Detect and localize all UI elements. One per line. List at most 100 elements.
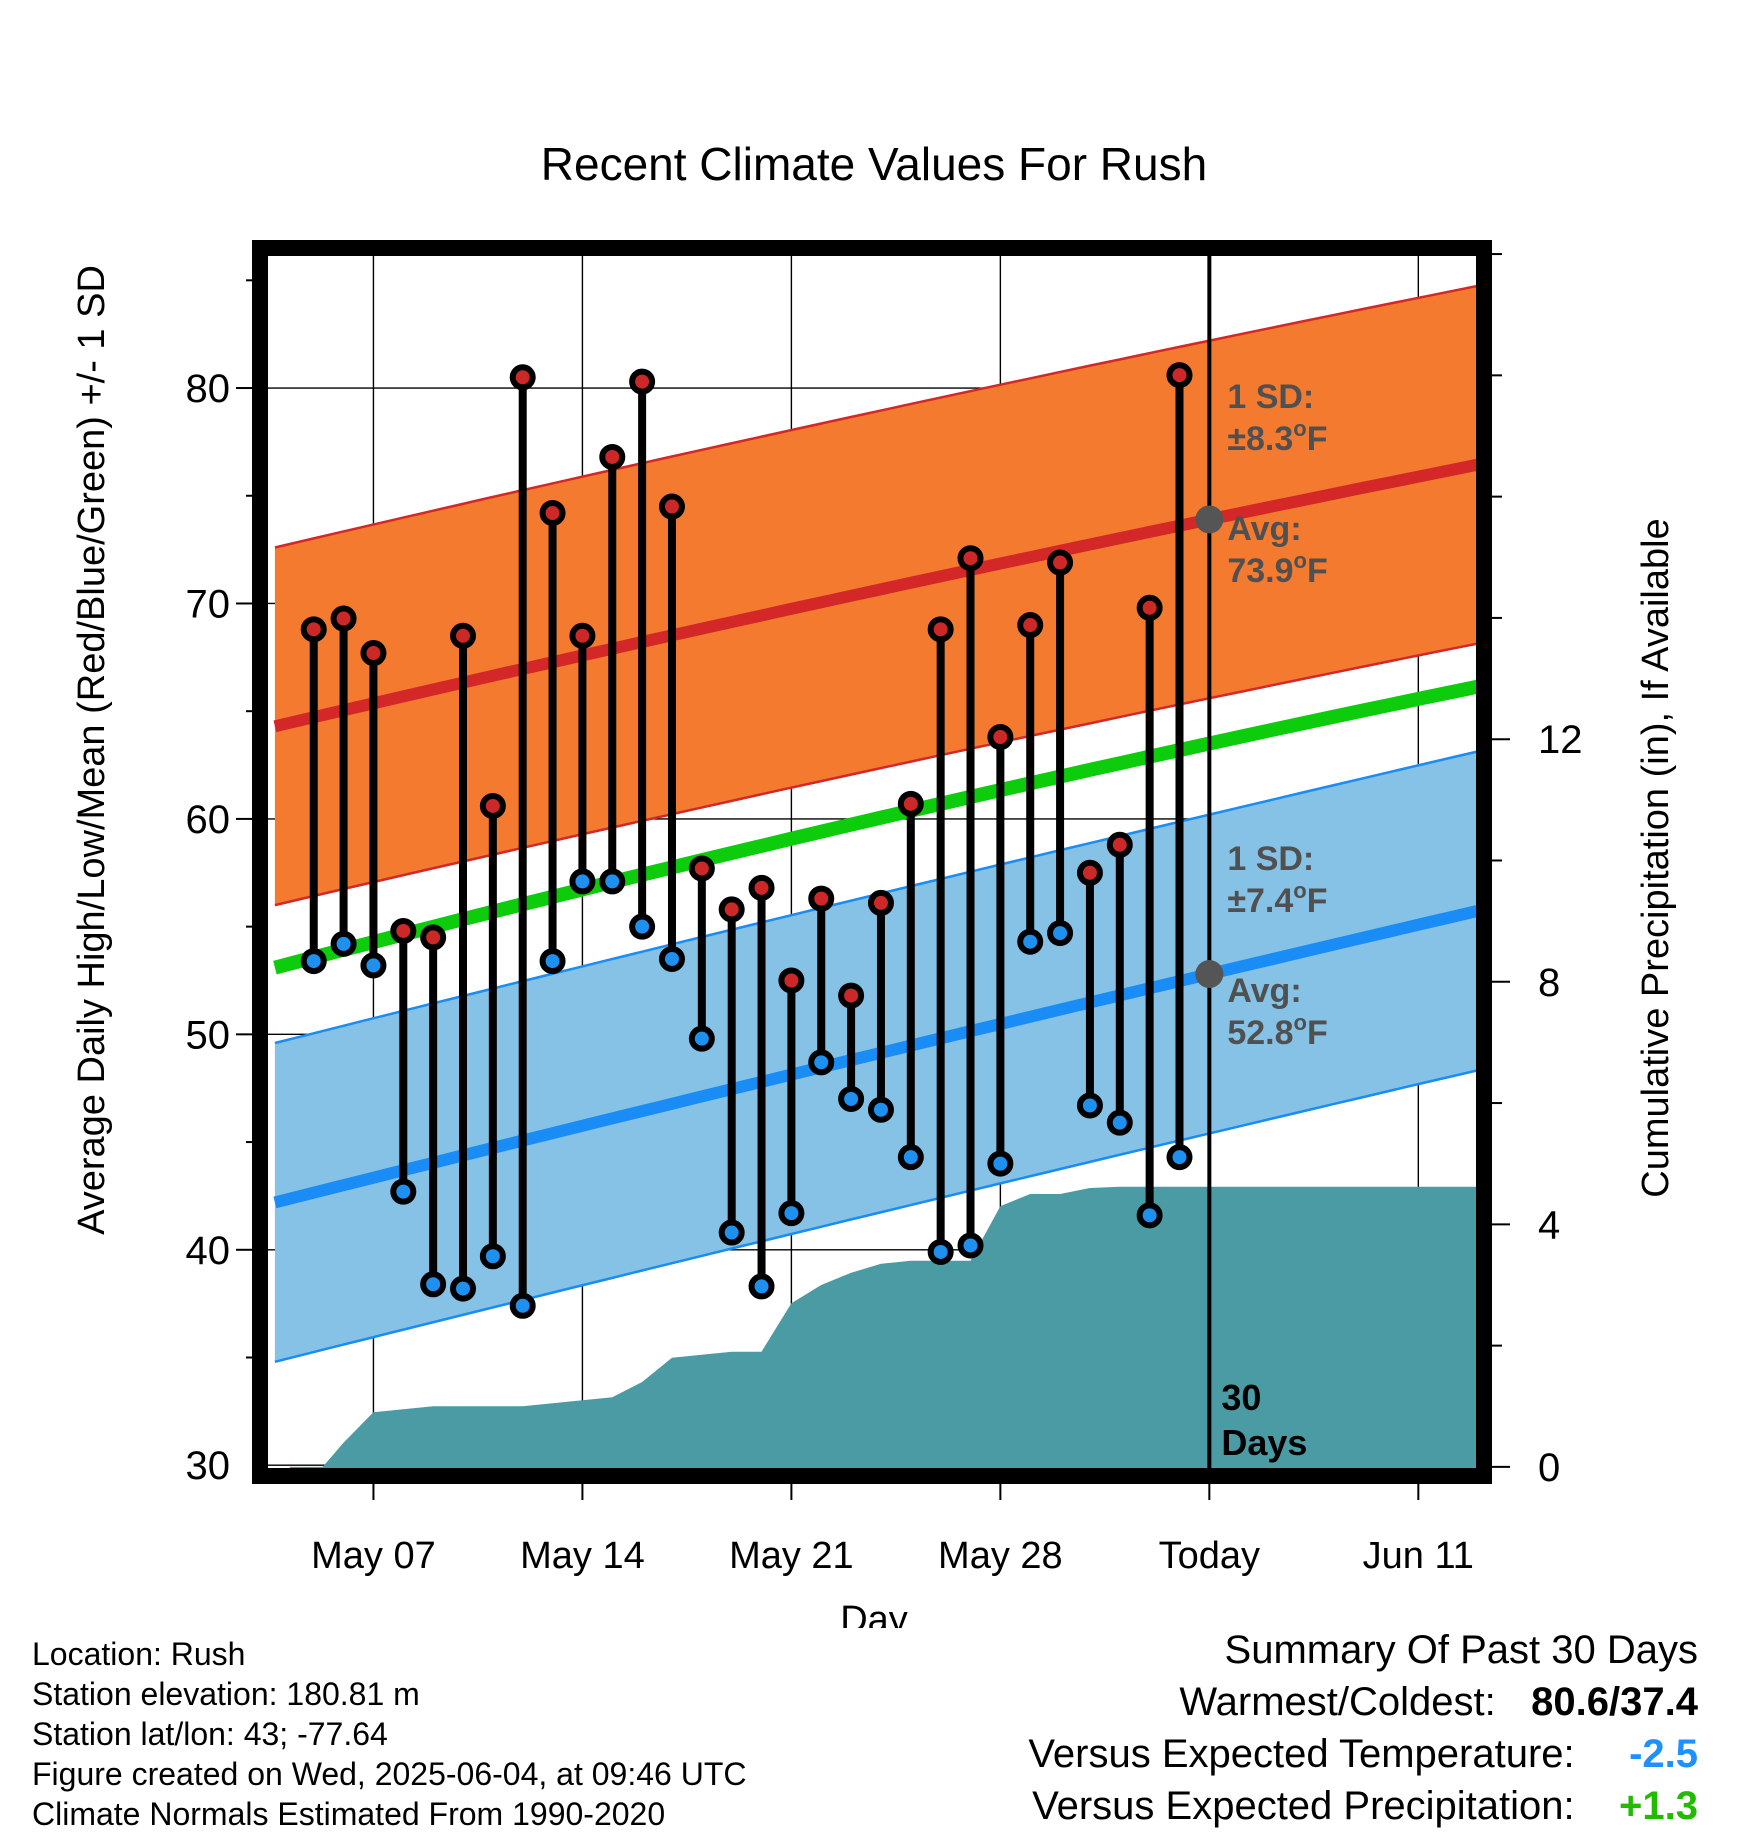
y-tick-label: 40 [186, 1229, 231, 1273]
x-tick-label: Jun 11 [1363, 1535, 1474, 1577]
summary-title: Summary Of Past 30 Days [1224, 1628, 1698, 1672]
daily-high-marker [957, 545, 984, 572]
daily-low-marker [718, 1219, 745, 1246]
daily-high-marker [1136, 594, 1163, 621]
precip-area [289, 1186, 1484, 1476]
daily-low-marker [658, 945, 685, 972]
low-avg-label: Avg: [1227, 972, 1301, 1010]
daily-high-marker [778, 967, 805, 994]
warm-cold-label: Warmest/Coldest: [1179, 1680, 1496, 1724]
daily-low-marker [987, 1150, 1014, 1177]
summary-panel: Summary Of Past 30 Days Warmest/Coldest:… [1028, 1624, 1698, 1832]
daily-low-marker [1166, 1144, 1193, 1171]
daily-high-marker [1076, 859, 1103, 886]
daily-high-marker [300, 616, 327, 643]
low-avg-value: 52.8oF [1227, 1010, 1327, 1052]
y2-tick-label: 12 [1538, 718, 1583, 762]
daily-high-marker [718, 896, 745, 923]
today-low-avg-dot [1195, 960, 1224, 989]
daily-high-marker [599, 443, 626, 470]
high-sd-band-upper-edge [274, 283, 1484, 549]
daily-high-marker [658, 493, 685, 520]
precip-row: Versus Expected Precipitation: +1.3 [1028, 1780, 1698, 1832]
daily-high-marker [420, 924, 447, 951]
climate-chart: Recent Climate Values For Rush 1 SD:±8.3… [71, 138, 1677, 1628]
daily-high-marker [867, 889, 894, 916]
daily-high-marker [360, 640, 387, 667]
normal-high-line [273, 457, 1484, 733]
x-tick-label: May 14 [520, 1535, 645, 1577]
y-tick-label: 80 [186, 367, 231, 411]
daily-high-marker [390, 917, 417, 944]
daily-low-marker [927, 1238, 954, 1265]
daily-high-marker [897, 790, 924, 817]
daily-low-marker [509, 1292, 536, 1319]
y-tick-label: 30 [186, 1444, 231, 1488]
daily-low-marker [957, 1232, 984, 1259]
daily-low-marker [390, 1178, 417, 1205]
daily-low-marker [479, 1243, 506, 1270]
plot-inner [260, 248, 1484, 1476]
high-sd-value: ±8.3oF [1227, 416, 1327, 458]
daily-high-marker [509, 364, 536, 391]
daily-low-marker [688, 1025, 715, 1052]
daily-high-marker [629, 368, 656, 395]
created-text: Figure created on Wed, 2025-06-04, at 09… [32, 1756, 747, 1792]
normal-mean-line [273, 678, 1484, 975]
daily-low-marker [748, 1273, 775, 1300]
high-avg-label: Avg: [1227, 510, 1301, 548]
precip-value: +1.3 [1619, 1784, 1698, 1828]
high-sd-label: 1 SD: [1227, 378, 1314, 416]
location-text: Location: Rush [32, 1636, 246, 1672]
daily-high-marker [450, 622, 477, 649]
daily-high-marker [808, 885, 835, 912]
daily-low-marker [599, 868, 626, 895]
y-tick-label: 50 [186, 1013, 231, 1057]
y2-tick-label: 0 [1538, 1446, 1560, 1490]
daily-low-marker [897, 1144, 924, 1171]
daily-high-marker [569, 622, 596, 649]
daily-low-marker [808, 1049, 835, 1076]
daily-high-marker [539, 499, 566, 526]
station-info: Location: Rush Station elevation: 180.81… [32, 1634, 746, 1834]
daily-high-marker [1047, 549, 1074, 576]
daily-low-marker [1047, 920, 1074, 947]
y-axis-label: Average Daily High/Low/Mean (Red/Blue/Gr… [71, 265, 113, 1235]
y-tick-label: 70 [186, 582, 231, 626]
x-axis-label: Day [840, 1599, 908, 1628]
daily-high-marker [927, 616, 954, 643]
plot-frame [252, 240, 1492, 1484]
daily-low-marker [569, 868, 596, 895]
y2-tick-label: 8 [1538, 961, 1560, 1005]
low-sd-band-lower-edge [274, 1067, 1484, 1364]
temp-value: -2.5 [1629, 1732, 1698, 1776]
precip-label: Versus Expected Precipitation: [1032, 1784, 1575, 1828]
daily-low-marker [330, 930, 357, 957]
daily-high-marker [330, 605, 357, 632]
daily-low-marker [778, 1200, 805, 1227]
y2-axis-label: Cumulative Precipitation (in), If Availa… [1635, 518, 1677, 1197]
x-tick-label: Today [1159, 1535, 1260, 1577]
daily-low-marker [539, 948, 566, 975]
latlon-text: Station lat/lon: 43; -77.64 [32, 1716, 388, 1752]
temp-label: Versus Expected Temperature: [1028, 1732, 1575, 1776]
daily-low-marker [1136, 1202, 1163, 1229]
x-tick-label: May 28 [938, 1535, 1063, 1577]
daily-low-marker [1076, 1092, 1103, 1119]
daily-low-marker [300, 948, 327, 975]
low-sd-label: 1 SD: [1227, 840, 1314, 878]
daily-high-marker [838, 982, 865, 1009]
high-sd-band-lower-edge [274, 641, 1484, 907]
today-high-avg-dot [1195, 505, 1224, 534]
normals-text: Climate Normals Estimated From 1990-2020 [32, 1796, 666, 1832]
chart-title: Recent Climate Values For Rush [541, 138, 1207, 190]
daily-low-marker [1106, 1109, 1133, 1136]
high-avg-value: 73.9oF [1227, 548, 1327, 590]
daily-low-marker [629, 913, 656, 940]
warm-cold-row: Warmest/Coldest: 80.6/37.4 [1028, 1676, 1698, 1728]
daily-low-marker [360, 952, 387, 979]
daily-low-marker [838, 1085, 865, 1112]
y2-tick-label: 4 [1538, 1203, 1560, 1247]
days-count-label: 30 [1221, 1377, 1261, 1418]
